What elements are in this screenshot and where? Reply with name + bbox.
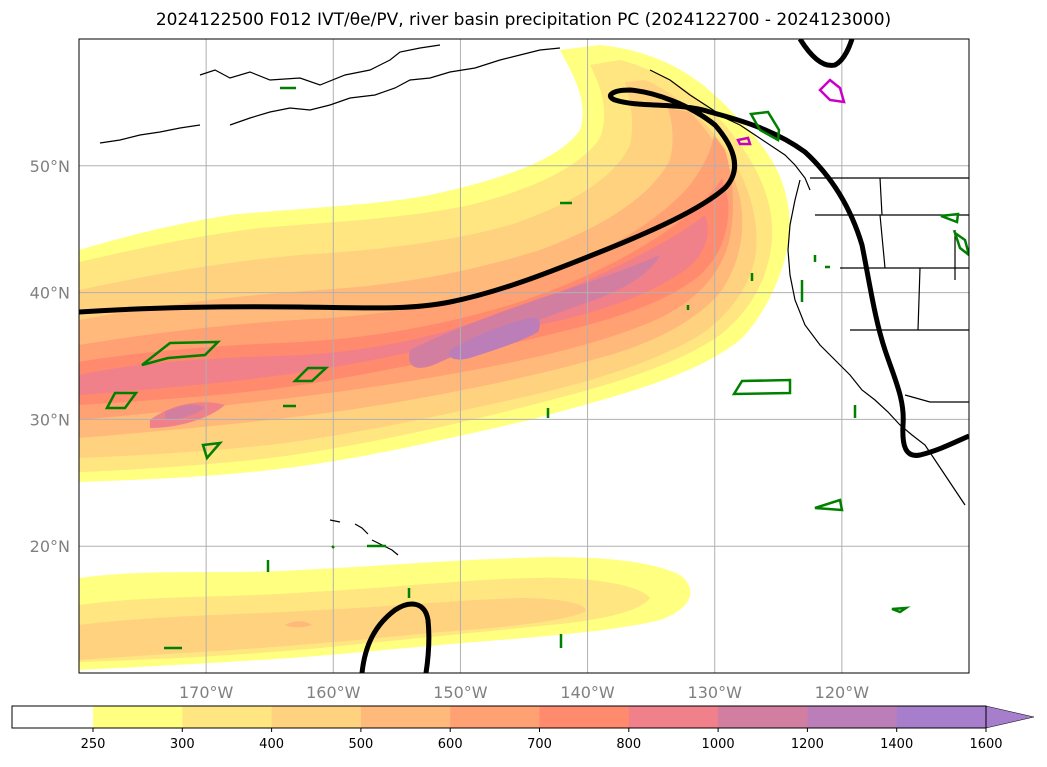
lat-label: 20°N [30,537,70,556]
colorbar-label: 250 [81,737,106,752]
precip-contour-8 [940,212,960,224]
colorbar-cell [93,706,183,728]
precip-contours [104,86,969,650]
precip-contour-7 [814,498,844,512]
precip-contour-6 [748,110,781,143]
lon-label: 140°W [560,683,615,702]
colorbar-frame [11,705,987,729]
colorbar-label: 1400 [880,737,913,752]
colorbar-cell [360,706,451,728]
colorbar-cell [628,706,719,728]
alaska-coast [99,44,561,144]
colorbar-cell [896,706,987,728]
colorbar-cell [271,706,362,728]
lat-label: 40°N [30,284,70,303]
colorbar-label: 500 [348,737,373,752]
precip-contour-9 [952,229,969,257]
ivt-band-800 [79,215,708,428]
lon-label: 120°W [815,683,870,702]
colorbar-label: 800 [616,737,641,752]
map-title: 2024122500 F012 IVT/θe/PV, river basin p… [155,10,892,30]
colorbar-cell [182,706,273,728]
precip-contour-4 [201,441,224,461]
coastline [99,44,969,556]
precip-high-1 [818,78,846,104]
lat-label: 50°N [30,157,70,176]
colorbar-label: 600 [438,737,463,752]
precip-contour-1 [141,340,222,367]
state-border-1 [815,177,969,331]
colorbar-label: 400 [259,737,284,752]
ivt-south-band-500 [285,621,312,628]
precip-contour-10 [891,606,911,614]
latitude-labels: 50°N 40°N 30°N 20°N [30,157,70,556]
precip-contour-2 [104,391,139,410]
graticule [79,39,969,673]
lon-label: 130°W [688,683,743,702]
colorbar-cell [12,706,93,728]
colorbar-cell [807,706,898,728]
us-west-coast [787,179,966,506]
pv-contour [79,39,969,673]
ivt-south-band-400 [79,598,586,660]
precip-contour-5 [731,378,792,396]
precip-contour-small [164,86,857,650]
precip-high-contours [736,78,846,146]
colorbar-cell [539,706,630,728]
colorbar-label: 700 [527,737,552,752]
colorbar-label: 1200 [791,737,824,752]
colorbar: 250 300 400 500 600 700 800 1000 1200 1400 1600 [11,705,1035,752]
colorbar-cell [718,706,808,728]
lon-label: 160°W [306,683,361,702]
colorbar-extend-arrow [985,705,1035,729]
colorbar-label: 1000 [702,737,735,752]
lon-label: 150°W [433,683,488,702]
lon-label: 170°W [179,683,234,702]
longitude-labels: 170°W 160°W 150°W 140°W 130°W 120°W [179,683,869,702]
colorbar-cell [450,706,540,728]
us-mexico-border [904,394,969,403]
precip-high-2 [736,136,752,146]
lat-label: 30°N [30,410,70,429]
pv-contour-south [359,601,432,673]
pv-contour-main [79,87,969,458]
pv-contour-north [797,39,855,68]
ivt-band-700 [79,178,729,405]
precip-contour-3 [291,366,330,383]
colorbar-label: 1600 [969,737,1002,752]
colorbar-label: 300 [170,737,195,752]
map-frame [78,38,970,674]
hawaii-islands [329,519,399,556]
ivt-band-1200 [449,317,540,360]
bc-coast [649,69,811,191]
